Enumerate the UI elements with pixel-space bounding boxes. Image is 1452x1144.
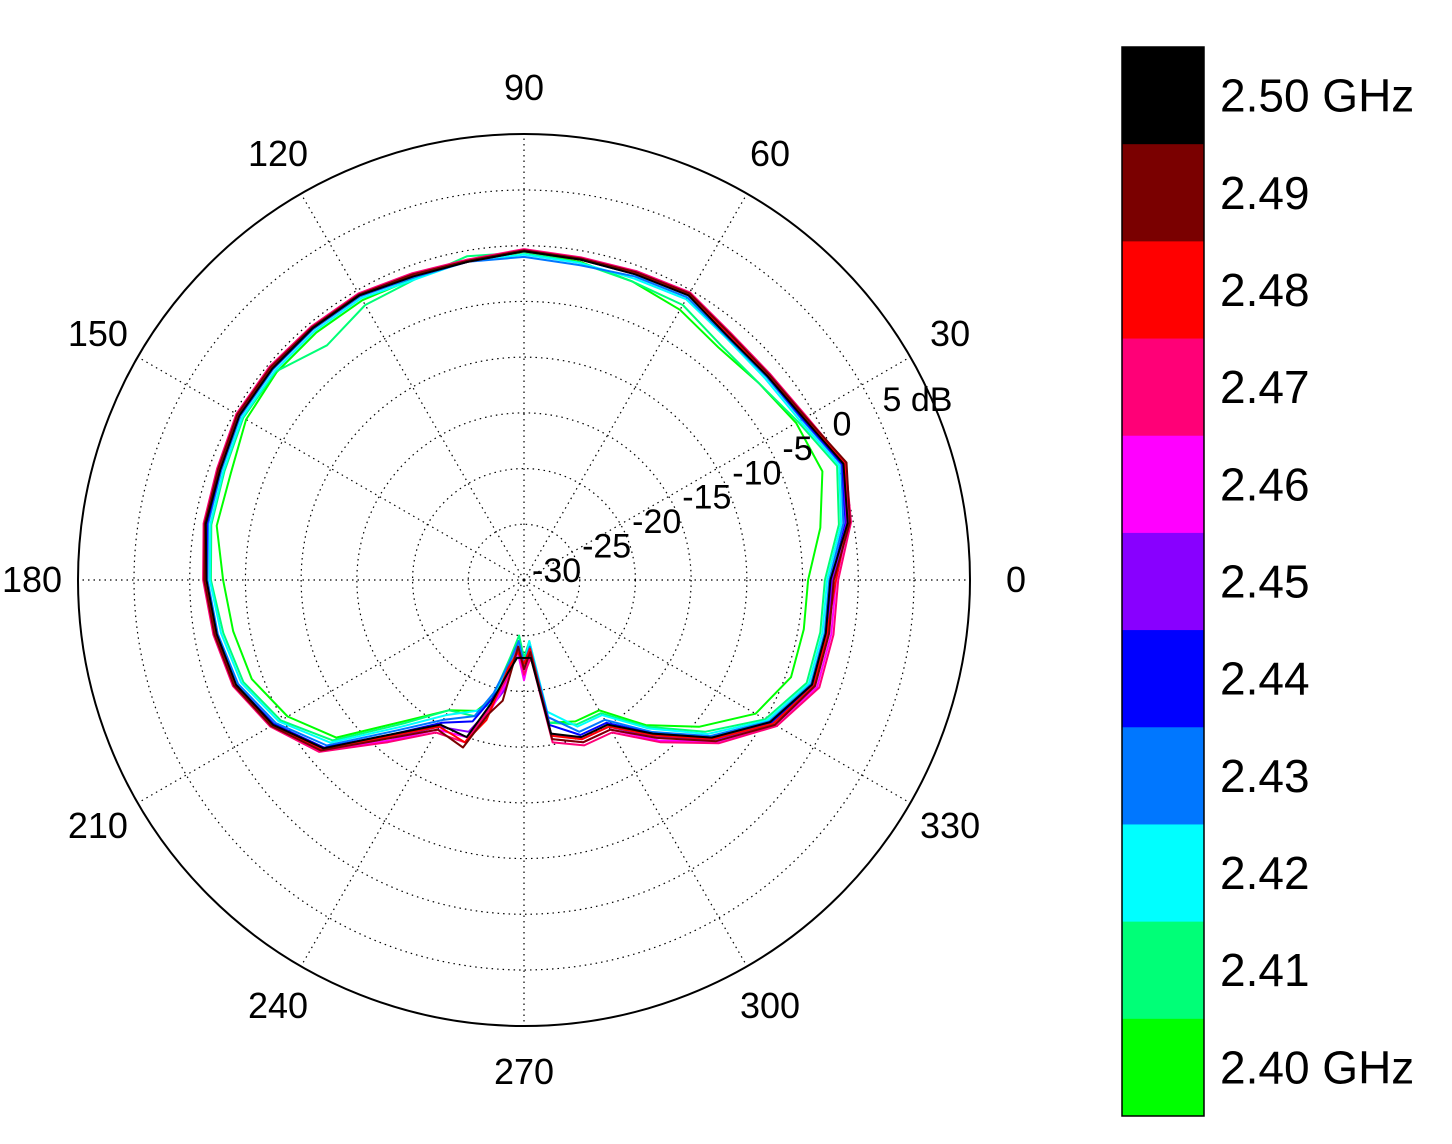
grid-circle: [133, 189, 915, 971]
radial-tick-labels: -30-25-20-15-10-5 0 5 dB: [532, 381, 952, 590]
angle-tick-label: 30: [930, 313, 970, 354]
series-line: [209, 251, 840, 742]
radial-tick-label: -15: [682, 479, 731, 517]
colorbar-swatch: [1122, 630, 1204, 728]
grid-spoke: [137, 356, 525, 581]
frequency-colorbar: 2.50 GHz 2.49 2.48 2.47 2.46 2.45 2.44 2.43 2.42…: [1121, 46, 1414, 1117]
outer-ring: [77, 133, 971, 1027]
angle-tick-label: 240: [248, 985, 308, 1026]
angle-tick-label: 300: [740, 985, 800, 1026]
grid-circle: [244, 300, 804, 860]
series-line: [204, 250, 849, 750]
colorbar-label: 2.42: [1220, 847, 1310, 899]
radial-tick-label: 5 dB: [883, 381, 953, 419]
colorbar-label: 2.48: [1220, 264, 1310, 316]
radial-tick-label: 0: [832, 405, 851, 443]
series-line: [202, 248, 852, 753]
series-lines: [202, 248, 852, 753]
grid-spoke: [300, 193, 525, 581]
series-line: [215, 251, 824, 739]
angle-tick-label: 150: [68, 313, 128, 354]
series-line: [206, 255, 845, 747]
radial-tick-label: -20: [632, 503, 681, 541]
colorbar-swatch: [1122, 241, 1204, 340]
radial-tick-label: -30: [532, 552, 581, 590]
radial-tick-label: -25: [582, 528, 631, 566]
colorbar-swatch: [1122, 921, 1204, 1020]
colorbar-frame: [1121, 46, 1205, 1117]
colorbar-label: 2.49: [1220, 167, 1310, 219]
colorbar-swatch: [1122, 47, 1204, 145]
colorbar-swatch: [1122, 532, 1204, 631]
angle-tick-label: 180: [2, 559, 62, 600]
grid-circle: [300, 356, 748, 804]
colorbar-label: 2.44: [1220, 653, 1310, 705]
angle-tick-label: 90: [504, 67, 544, 108]
grid-spoke: [300, 579, 525, 967]
series-line: [203, 249, 850, 753]
colorbar-label: 2.40 GHz: [1220, 1041, 1414, 1093]
colorbar-swatch: [1122, 727, 1204, 825]
grid-spoke: [137, 579, 525, 804]
colorbar-label: 2.46: [1220, 458, 1310, 510]
angle-tick-label: 210: [68, 805, 128, 846]
angle-tick-label: 330: [920, 805, 980, 846]
grid-spoke: [523, 579, 748, 967]
radial-tick-label: -10: [732, 454, 781, 492]
series-line: [204, 250, 849, 751]
series-line: [208, 253, 843, 744]
angle-tick-label: 270: [494, 1051, 554, 1092]
colorbar-label: 2.41: [1220, 944, 1310, 996]
series-line: [203, 249, 851, 752]
grid-circle: [356, 412, 692, 748]
grid-circle: [189, 245, 859, 915]
colorbar-swatch: [1122, 824, 1204, 923]
colorbar-label: 2.45: [1220, 556, 1310, 608]
angle-tick-label: 60: [750, 133, 790, 174]
colorbar-label: 2.43: [1220, 750, 1310, 802]
colorbar-swatch: [1122, 1018, 1204, 1117]
angle-tick-label: 0: [1006, 559, 1026, 600]
angle-tick-label: 120: [248, 133, 308, 174]
angle-tick-labels: 0 30 60 90 120 150 180 210 240 270 300 330: [2, 67, 1026, 1092]
colorbar-label: 2.47: [1220, 361, 1310, 413]
colorbar-label: 2.50 GHz: [1220, 70, 1414, 122]
colorbar-swatch: [1122, 435, 1204, 534]
colorbar-swatch: [1122, 144, 1204, 242]
colorbar-swatch: [1122, 338, 1204, 437]
radial-tick-label: -5: [782, 430, 812, 468]
